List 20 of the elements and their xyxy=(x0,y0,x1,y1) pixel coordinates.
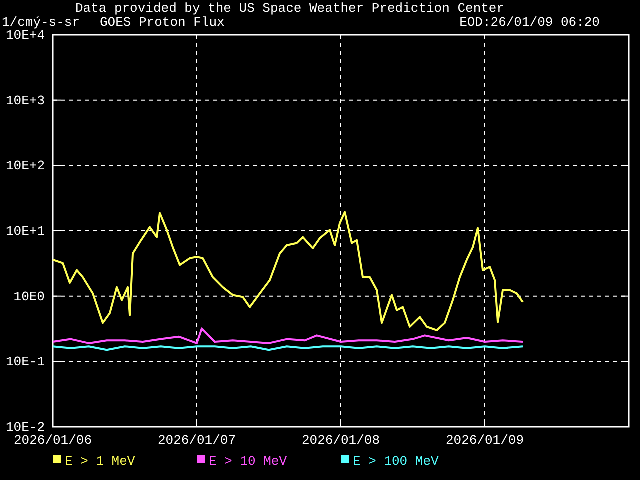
text: Data provided by the US Space Weather Prediction Center xyxy=(75,1,505,16)
x-tick-label: 2026/01/06 xyxy=(14,433,92,448)
text: EOD:26/01/09 06:20 xyxy=(460,15,600,30)
y-tick-label: 10E-2 xyxy=(6,420,45,435)
y-tick-label: 10E+4 xyxy=(6,28,46,43)
chart-title: GOES Proton Flux xyxy=(100,15,226,30)
line-series xyxy=(52,328,524,344)
y-tick-label: 10E+3 xyxy=(6,93,45,108)
x-tick-label: 2026/01/09 xyxy=(446,433,524,448)
y-axis-title: 1/cmý-s-sr xyxy=(2,15,80,30)
y-tick-label: 10E+2 xyxy=(6,158,45,174)
y-tick-label: 10E+1 xyxy=(6,224,46,239)
y-tick-label: 10E0 xyxy=(14,289,45,304)
legend-label: E > 1 MeV xyxy=(65,454,136,469)
y-tick-label: 10E-1 xyxy=(6,354,46,370)
x-tick-label: 2026/01/07 xyxy=(158,433,236,448)
line-series xyxy=(52,211,524,332)
legend-label: E > 10 MeV xyxy=(209,454,288,469)
legend-label: E > 100 MeV xyxy=(353,454,440,469)
x-tick-label: 2026/01/08 xyxy=(302,433,380,448)
